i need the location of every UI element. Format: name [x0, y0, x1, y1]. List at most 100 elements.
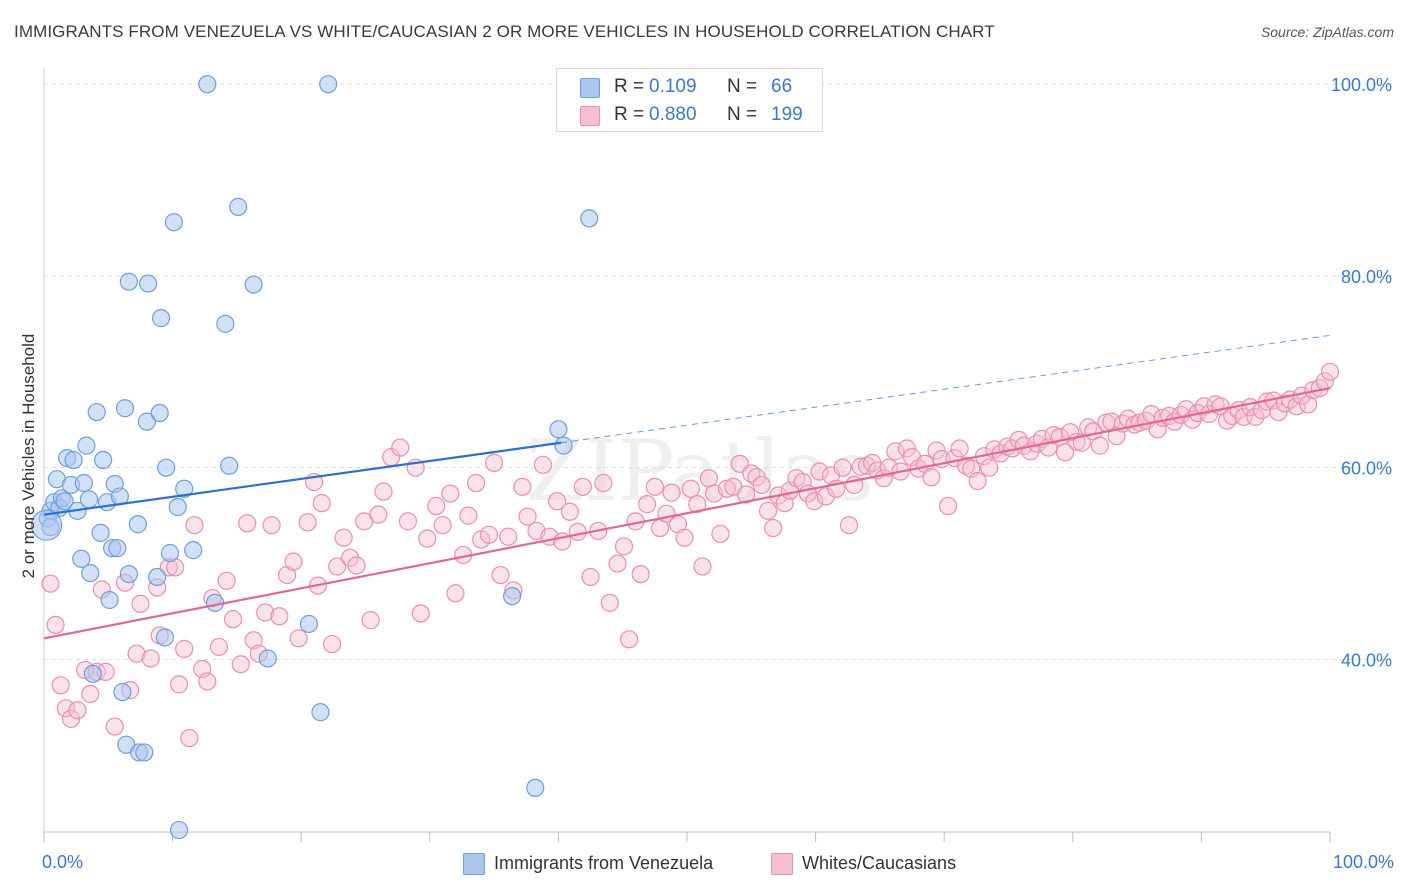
- venezuela-point: [150, 403, 169, 423]
- whites-point: [441, 484, 460, 503]
- venezuela-point: [119, 272, 138, 291]
- trend-lines: [43, 334, 1331, 640]
- venezuela-point: [119, 564, 138, 584]
- whites-point: [198, 672, 217, 691]
- venezuela-point: [55, 492, 74, 511]
- venezuela-point: [137, 412, 156, 431]
- legend-n-value: 66: [771, 76, 793, 97]
- venezuela-point: [74, 473, 93, 493]
- whites-point: [479, 525, 499, 544]
- whites-point: [433, 516, 452, 535]
- blue-square-icon: [463, 853, 485, 875]
- whites-point: [560, 502, 580, 521]
- whites-point: [446, 584, 465, 603]
- whites-point: [256, 603, 275, 622]
- venezuela-point: [554, 436, 573, 455]
- whites-point: [839, 516, 859, 535]
- venezuela-point: [115, 399, 135, 418]
- whites-point: [581, 567, 600, 587]
- whites-point: [816, 487, 835, 506]
- watermark: ZIPatlas: [526, 422, 874, 520]
- whites-point: [737, 485, 756, 504]
- x-tick-label: 0.0%: [42, 852, 83, 872]
- venezuela-point: [64, 450, 83, 470]
- whites-point: [833, 458, 852, 477]
- whites-point: [518, 507, 537, 526]
- y-tick-label: 80.0%: [1341, 267, 1392, 287]
- venezuela-point: [164, 213, 183, 232]
- whites-point: [805, 492, 824, 511]
- whites-point: [185, 516, 204, 535]
- axes: [43, 68, 1331, 842]
- legend-n-label: N =: [727, 76, 758, 97]
- venezuela-point: [81, 564, 100, 583]
- venezuela-point: [216, 314, 235, 333]
- legend-n-value: 199: [771, 104, 803, 125]
- whites-point: [980, 458, 999, 477]
- whites-point: [638, 495, 657, 514]
- whites-point: [418, 529, 437, 548]
- venezuela-point: [169, 820, 189, 840]
- whites-point: [411, 604, 430, 623]
- whites-point: [938, 496, 958, 516]
- whites-point: [369, 505, 388, 524]
- whites-point: [1287, 397, 1306, 416]
- whites-point: [68, 701, 87, 720]
- legend-label-whites: Whites/Caucasians: [802, 853, 957, 873]
- venezuela-point: [151, 309, 171, 328]
- venezuela-point: [175, 479, 194, 498]
- whites-point: [131, 594, 150, 613]
- whites-point: [284, 552, 303, 571]
- whites-point: [175, 639, 194, 658]
- whites-point: [262, 516, 281, 535]
- whites-point: [499, 527, 518, 546]
- chart-title: IMMIGRANTS FROM VENEZUELA VS WHITE/CAUCA…: [14, 22, 995, 41]
- venezuela-point: [135, 743, 154, 762]
- whites-point: [361, 611, 380, 630]
- venezuela-point: [94, 450, 113, 470]
- venezuela-point: [83, 664, 102, 683]
- whites-point: [717, 479, 736, 498]
- whites-point: [1299, 395, 1318, 414]
- whites-point: [968, 471, 987, 491]
- whites-point: [620, 630, 639, 649]
- whites-point: [711, 524, 730, 543]
- legend-row-venezuela: R = 0.109 N = 66: [557, 73, 822, 101]
- whites-point: [223, 610, 243, 629]
- whites-point: [398, 512, 418, 531]
- whites-point: [491, 565, 510, 585]
- whites-point: [322, 634, 342, 654]
- whites-point: [513, 477, 532, 496]
- whites-point: [699, 469, 718, 488]
- whites-point: [1090, 436, 1109, 455]
- venezuela-point: [244, 275, 263, 294]
- whites-point: [209, 637, 228, 657]
- whites-point: [427, 496, 446, 516]
- whites-point: [879, 458, 899, 477]
- whites-point: [180, 728, 199, 748]
- whites-point: [1320, 362, 1340, 381]
- venezuela-point: [139, 274, 158, 293]
- whites-point: [631, 564, 650, 584]
- venezuela-point: [184, 541, 203, 560]
- venezuela-point: [549, 420, 568, 439]
- gridlines: [44, 83, 1392, 660]
- whites-point: [857, 456, 877, 475]
- venezuela-point: [229, 197, 248, 216]
- whites-point: [231, 655, 250, 674]
- whites-point: [533, 455, 553, 474]
- whites-point: [573, 477, 592, 496]
- whites-point: [886, 442, 905, 461]
- venezuela-point: [526, 778, 545, 797]
- y-tick-label: 60.0%: [1341, 459, 1392, 479]
- whites-point: [238, 514, 257, 533]
- whites-point: [41, 574, 60, 593]
- whites-point: [270, 607, 289, 626]
- venezuela-point: [30, 509, 63, 541]
- pink-square-icon: [771, 853, 793, 875]
- whites-point: [693, 557, 712, 576]
- stats-legend: R = 0.109 N = 66 R = 0.880 N = 199: [556, 68, 823, 132]
- whites-point: [764, 518, 783, 538]
- whites-point: [391, 438, 410, 457]
- whites-point: [56, 699, 75, 718]
